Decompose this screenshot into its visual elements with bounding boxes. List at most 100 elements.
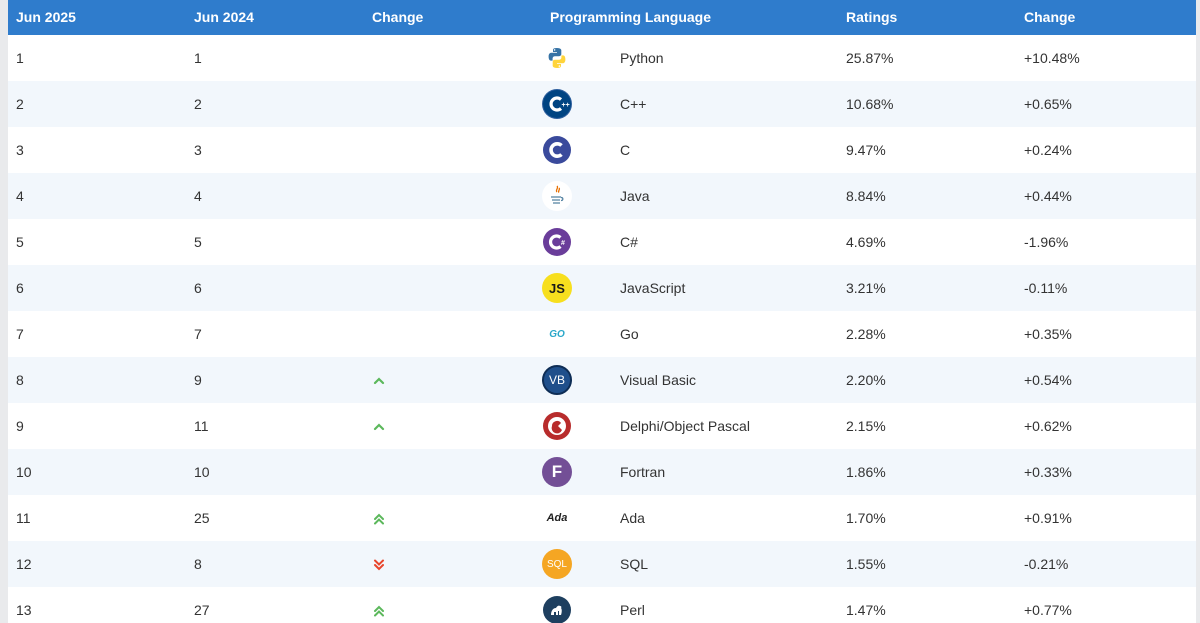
- rating-change-value: -0.21%: [1024, 556, 1069, 572]
- rating-change-value: +10.48%: [1024, 50, 1080, 66]
- rank-jun-2025: 8: [16, 372, 24, 388]
- table-row[interactable]: 1 1 Python 25.87% +10.48%: [8, 35, 1196, 81]
- language-name-link[interactable]: Go: [620, 326, 639, 342]
- language-name-link[interactable]: C++: [620, 96, 647, 112]
- fortran-icon: F: [542, 449, 612, 495]
- trend-up-arrow-icon: [373, 377, 385, 385]
- language-name-link[interactable]: SQL: [620, 556, 649, 572]
- rank-jun-2024: 9: [194, 372, 202, 388]
- language-name-link[interactable]: C#: [620, 234, 638, 250]
- language-name-link[interactable]: Java: [620, 188, 650, 204]
- sql-icon: SQL: [542, 541, 612, 587]
- table-row[interactable]: 2 2 ++ C++ 10.68% +0.65%: [8, 81, 1196, 127]
- rating-change-value: +0.24%: [1024, 142, 1072, 158]
- rank-change-indicator: [364, 35, 542, 81]
- table-row[interactable]: 12 8 SQL SQL 1.55% -0.21%: [8, 541, 1196, 587]
- header-change-rating[interactable]: Change: [1024, 8, 1076, 25]
- ranking-table: Jun 2025 Jun 2024 Change Programming Lan…: [8, 0, 1196, 623]
- header-change-rank[interactable]: Change: [372, 8, 424, 25]
- trend-up-arrow-icon: [373, 423, 385, 431]
- rank-change-indicator: [364, 541, 542, 587]
- rank-jun-2025: 10: [16, 464, 32, 480]
- trend-double-up-arrow-icon: [374, 605, 384, 617]
- header-programming-language[interactable]: Programming Language: [550, 8, 712, 25]
- python-icon: [542, 35, 612, 81]
- table-row[interactable]: 6 6 JS JavaScript 3.21% -0.11%: [8, 265, 1196, 311]
- language-name-link[interactable]: Visual Basic: [620, 372, 697, 388]
- rank-jun-2024: 8: [194, 556, 202, 572]
- language-name-link[interactable]: Python: [620, 50, 664, 66]
- svg-text:++: ++: [562, 102, 570, 109]
- rank-jun-2025: 5: [16, 234, 24, 250]
- rank-jun-2024: 1: [194, 50, 202, 66]
- table-row[interactable]: 9 11 Delphi/Object Pascal 2.15% +0.62%: [8, 403, 1196, 449]
- rank-jun-2024: 2: [194, 96, 202, 112]
- rank-change-indicator: [364, 587, 542, 623]
- rank-change-indicator: [364, 357, 542, 403]
- rank-jun-2024: 6: [194, 280, 202, 296]
- rank-jun-2025: 7: [16, 326, 24, 342]
- rank-jun-2024: 5: [194, 234, 202, 250]
- rank-jun-2025: 11: [16, 510, 31, 526]
- rating-value: 3.21%: [846, 280, 886, 296]
- rating-change-value: +0.91%: [1024, 510, 1072, 526]
- java-icon: [542, 173, 612, 219]
- rank-jun-2025: 1: [16, 50, 24, 66]
- rating-value: 9.47%: [846, 142, 886, 158]
- go-icon: GO: [542, 311, 612, 357]
- language-name-link[interactable]: Fortran: [620, 464, 666, 480]
- table-row[interactable]: 7 7 GO Go 2.28% +0.35%: [8, 311, 1196, 357]
- rank-jun-2024: 25: [194, 510, 210, 526]
- table-row[interactable]: 10 10 F Fortran 1.86% +0.33%: [8, 449, 1196, 495]
- rating-change-value: +0.54%: [1024, 372, 1072, 388]
- language-name-link[interactable]: Delphi/Object Pascal: [620, 418, 750, 434]
- javascript-icon: JS: [542, 265, 612, 311]
- visual-basic-icon: VB: [542, 357, 612, 403]
- rank-jun-2024: 27: [194, 602, 210, 618]
- ada-icon: Ada: [542, 495, 612, 541]
- rating-change-value: -0.11%: [1024, 280, 1068, 296]
- rating-value: 10.68%: [846, 96, 894, 112]
- table-row[interactable]: 8 9 VB Visual Basic 2.20% +0.54%: [8, 357, 1196, 403]
- trend-double-down-arrow-icon: [374, 559, 384, 571]
- rank-change-indicator: [364, 495, 542, 541]
- rank-jun-2025: 6: [16, 280, 24, 296]
- language-name-link[interactable]: JavaScript: [620, 280, 686, 296]
- rating-change-value: +0.44%: [1024, 188, 1072, 204]
- header-jun-2024[interactable]: Jun 2024: [194, 8, 254, 25]
- rank-change-indicator: [364, 81, 542, 127]
- table-row[interactable]: 3 3 C 9.47% +0.24%: [8, 127, 1196, 173]
- rating-value: 2.20%: [846, 372, 886, 388]
- language-name-link[interactable]: Ada: [620, 510, 645, 526]
- header-ratings[interactable]: Ratings: [846, 8, 898, 25]
- cplusplus-icon: ++: [542, 81, 612, 127]
- language-name-link[interactable]: C: [620, 142, 631, 158]
- table-row[interactable]: 5 5 # C# 4.69% -1.96%: [8, 219, 1196, 265]
- rating-change-value: -1.96%: [1024, 234, 1069, 250]
- rating-value: 8.84%: [846, 188, 886, 204]
- rank-jun-2025: 9: [16, 418, 24, 434]
- language-name-link[interactable]: Perl: [620, 602, 645, 618]
- rank-jun-2024: 11: [194, 418, 209, 434]
- csharp-icon: #: [542, 219, 612, 265]
- perl-icon: [542, 587, 612, 623]
- rank-change-indicator: [364, 127, 542, 173]
- rating-value: 1.86%: [846, 464, 886, 480]
- rating-value: 25.87%: [846, 50, 894, 66]
- rank-jun-2024: 3: [194, 142, 202, 158]
- header-jun-2025[interactable]: Jun 2025: [16, 8, 76, 25]
- tiobe-index-table-panel: Jun 2025 Jun 2024 Change Programming Lan…: [8, 0, 1196, 623]
- rating-change-value: +0.77%: [1024, 602, 1072, 618]
- table-row[interactable]: 4 4 Java 8.84% +0.44%: [8, 173, 1196, 219]
- rank-change-indicator: [364, 311, 542, 357]
- rank-change-indicator: [364, 265, 542, 311]
- table-row[interactable]: 13 27 Perl 1.47% +0.77%: [8, 587, 1196, 623]
- rating-change-value: +0.33%: [1024, 464, 1072, 480]
- table-row[interactable]: 11 25 Ada Ada 1.70% +0.91%: [8, 495, 1196, 541]
- rank-change-indicator: [364, 173, 542, 219]
- rank-jun-2025: 3: [16, 142, 24, 158]
- rating-value: 1.55%: [846, 556, 886, 572]
- rating-value: 4.69%: [846, 234, 886, 250]
- rating-change-value: +0.62%: [1024, 418, 1072, 434]
- rank-jun-2025: 13: [16, 602, 32, 618]
